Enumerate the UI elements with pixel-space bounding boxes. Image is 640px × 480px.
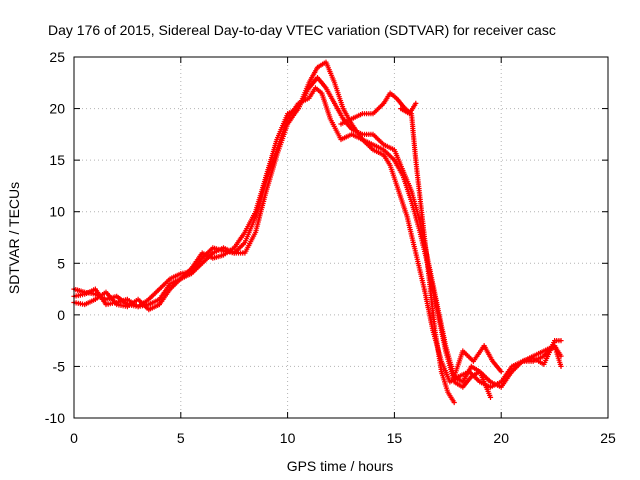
y-tick-label: 0 xyxy=(57,307,65,323)
x-axis-label: GPS time / hours xyxy=(287,458,394,474)
series-markers xyxy=(71,85,564,390)
x-tick-label: 20 xyxy=(493,430,509,446)
x-tick-label: 0 xyxy=(70,430,78,446)
data-series-layer xyxy=(71,59,564,406)
y-axis-label: SDTVAR / TECUs xyxy=(6,182,22,294)
y-tick-label: -5 xyxy=(53,358,66,374)
y-ticks: -10 -5 0 5 10 15 20 25 xyxy=(45,49,608,426)
series-markers xyxy=(398,100,419,117)
series-markers xyxy=(338,90,457,406)
series-track-5 xyxy=(398,100,419,117)
y-tick-label: -10 xyxy=(45,410,65,426)
x-tick-label: 10 xyxy=(280,430,296,446)
y-tick-label: 10 xyxy=(49,204,65,220)
series-track-8 xyxy=(520,338,564,367)
y-tick-label: 25 xyxy=(49,49,65,65)
chart-title: Day 176 of 2015, Sidereal Day-to-day VTE… xyxy=(48,22,556,38)
y-tick-label: 15 xyxy=(49,152,65,168)
series-track-2 xyxy=(71,59,564,390)
series-track-7 xyxy=(481,343,504,375)
x-tick-label: 5 xyxy=(177,430,185,446)
series-line xyxy=(72,61,563,389)
x-ticks: 0 5 10 15 20 25 xyxy=(70,57,616,446)
x-tick-label: 25 xyxy=(600,430,616,446)
x-tick-label: 15 xyxy=(387,430,403,446)
series-markers xyxy=(71,75,494,400)
y-tick-label: 20 xyxy=(49,101,65,117)
series-track-1 xyxy=(71,85,564,390)
series-markers xyxy=(481,343,504,375)
y-tick-label: 5 xyxy=(57,255,65,271)
y-gridlines xyxy=(74,108,608,367)
series-markers xyxy=(520,338,564,367)
plot-frame xyxy=(73,56,609,419)
series-line xyxy=(72,86,563,389)
series-track-3 xyxy=(71,75,494,400)
series-markers xyxy=(71,59,564,390)
series-markers xyxy=(451,343,487,380)
series-track-6 xyxy=(451,343,487,380)
